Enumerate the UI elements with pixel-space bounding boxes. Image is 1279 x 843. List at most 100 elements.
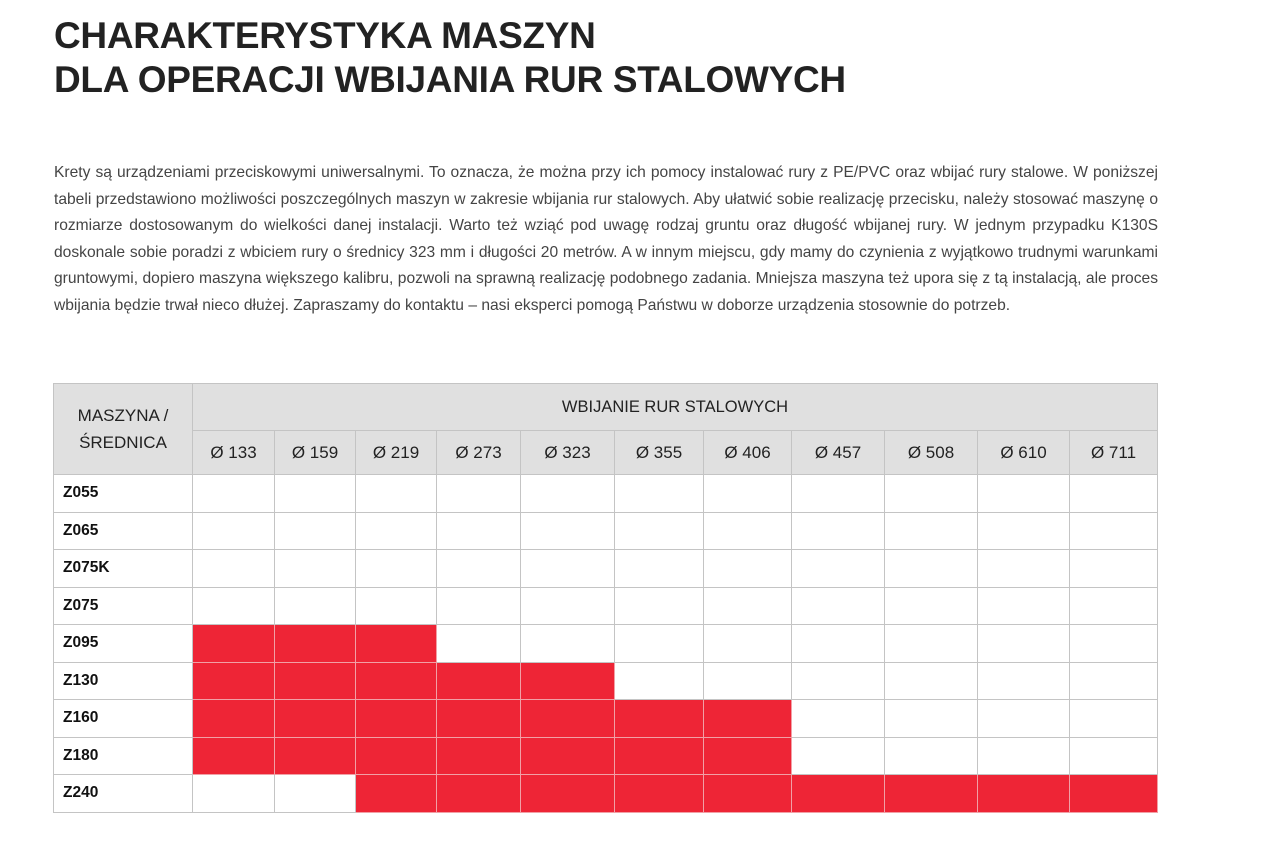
capability-cell-filled	[355, 774, 437, 813]
diameter-header: Ø 323	[520, 430, 615, 475]
table-row: Z180	[53, 736, 1158, 775]
capability-cell-filled	[614, 736, 704, 775]
capability-cell-filled	[1069, 774, 1158, 813]
capability-cell-empty	[884, 736, 978, 775]
title-line-2: DLA OPERACJI WBIJANIA RUR STALOWYCH	[54, 59, 846, 100]
capability-cell-empty	[977, 736, 1070, 775]
capability-cell-filled	[977, 774, 1070, 813]
capability-cell-empty	[614, 511, 704, 550]
capability-cell-empty	[791, 699, 885, 738]
diameter-header: Ø 159	[274, 430, 356, 475]
capability-cell-filled	[274, 624, 356, 663]
capability-cell-empty	[355, 474, 437, 513]
capability-cell-empty	[614, 549, 704, 588]
capability-cell-empty	[192, 774, 275, 813]
capability-cell-empty	[274, 774, 356, 813]
capability-cell-filled	[436, 736, 521, 775]
table-row: Z240	[53, 774, 1158, 813]
capability-cell-empty	[977, 624, 1070, 663]
capability-cell-empty	[1069, 661, 1158, 700]
diameter-header: Ø 355	[614, 430, 704, 475]
capability-cell-empty	[703, 549, 792, 588]
capability-cell-filled	[192, 624, 275, 663]
capability-cell-filled	[791, 774, 885, 813]
capability-cell-filled	[884, 774, 978, 813]
intro-paragraph: Krety są urządzeniami przeciskowymi uniw…	[54, 164, 1158, 314]
machine-label: Z240	[53, 774, 193, 813]
capability-cell-empty	[884, 474, 978, 513]
capability-cell-empty	[703, 511, 792, 550]
capability-cell-empty	[614, 661, 704, 700]
table-row: Z055	[53, 474, 1158, 513]
capability-cell-empty	[520, 624, 615, 663]
capability-cell-empty	[884, 624, 978, 663]
capability-cell-empty	[520, 474, 615, 513]
capability-cell-empty	[436, 474, 521, 513]
diameter-header: Ø 711	[1069, 430, 1158, 475]
capability-cell-empty	[884, 661, 978, 700]
capability-cell-empty	[192, 474, 275, 513]
machine-label: Z075K	[53, 549, 193, 588]
diameter-header: Ø 508	[884, 430, 978, 475]
capability-cell-empty	[355, 511, 437, 550]
capability-cell-empty	[791, 661, 885, 700]
capability-cell-empty	[977, 699, 1070, 738]
diameter-header: Ø 219	[355, 430, 437, 475]
capability-cell-empty	[977, 511, 1070, 550]
capability-cell-empty	[614, 624, 704, 663]
machine-label: Z065	[53, 511, 193, 550]
capability-cell-empty	[703, 624, 792, 663]
table-row: Z160	[53, 699, 1158, 738]
capability-cell-filled	[192, 661, 275, 700]
diameter-header: Ø 610	[977, 430, 1070, 475]
capability-cell-empty	[436, 624, 521, 663]
title-line-1: CHARAKTERYSTYKA MASZYN	[54, 15, 596, 56]
capability-cell-empty	[520, 511, 615, 550]
capability-cell-empty	[791, 624, 885, 663]
capability-cell-filled	[274, 699, 356, 738]
capability-cell-empty	[274, 549, 356, 588]
capability-cell-filled	[520, 736, 615, 775]
capability-cell-empty	[1069, 586, 1158, 625]
capability-cell-filled	[703, 736, 792, 775]
table-row: Z075	[53, 586, 1158, 625]
capability-cell-filled	[355, 624, 437, 663]
table-row: Z095	[53, 624, 1158, 663]
machine-capability-table: MASZYNA / ŚREDNICA WBIJANIE RUR STALOWYC…	[53, 383, 1158, 813]
capability-cell-empty	[791, 736, 885, 775]
table-row: Z130	[53, 661, 1158, 700]
capability-cell-filled	[436, 774, 521, 813]
capability-cell-empty	[884, 699, 978, 738]
capability-cell-filled	[614, 699, 704, 738]
capability-cell-empty	[520, 586, 615, 625]
capability-cell-empty	[977, 474, 1070, 513]
machine-label: Z180	[53, 736, 193, 775]
capability-cell-filled	[355, 661, 437, 700]
corner-header: MASZYNA / ŚREDNICA	[53, 383, 193, 475]
capability-cell-empty	[614, 474, 704, 513]
diameter-header: Ø 457	[791, 430, 885, 475]
capability-cell-filled	[274, 736, 356, 775]
table-row: Z065	[53, 511, 1158, 550]
capability-cell-empty	[1069, 474, 1158, 513]
capability-cell-empty	[436, 549, 521, 588]
capability-cell-empty	[884, 586, 978, 625]
machine-label: Z095	[53, 624, 193, 663]
capability-cell-filled	[520, 699, 615, 738]
capability-cell-empty	[274, 586, 356, 625]
capability-cell-empty	[274, 474, 356, 513]
capability-cell-filled	[192, 736, 275, 775]
capability-cell-empty	[791, 511, 885, 550]
capability-cell-empty	[1069, 511, 1158, 550]
corner-header-line-1: MASZYNA /	[77, 406, 169, 425]
capability-cell-empty	[355, 586, 437, 625]
capability-cell-empty	[192, 586, 275, 625]
capability-cell-filled	[436, 699, 521, 738]
capability-cell-empty	[703, 586, 792, 625]
capability-cell-empty	[192, 511, 275, 550]
capability-cell-empty	[436, 586, 521, 625]
corner-header-line-2: ŚREDNICA	[79, 433, 167, 452]
page-title: CHARAKTERYSTYKA MASZYN DLA OPERACJI WBIJ…	[54, 14, 846, 102]
diameter-header: Ø 406	[703, 430, 792, 475]
capability-cell-empty	[977, 549, 1070, 588]
